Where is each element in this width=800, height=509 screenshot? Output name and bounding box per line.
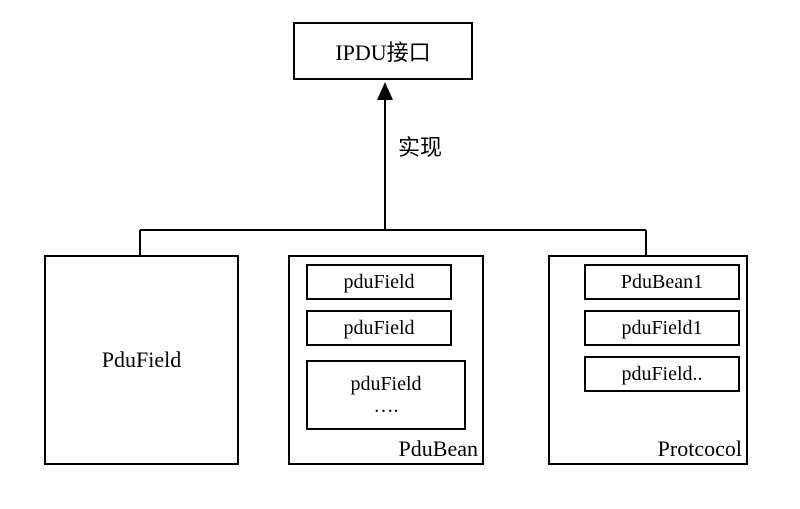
pdubean-inner-2: pduField ….	[306, 360, 466, 430]
node-ipdu-label: IPDU接口	[335, 35, 430, 67]
pdubean-inner-1-label: pduField	[343, 317, 414, 339]
pdubean-inner-0-label: pduField	[343, 271, 414, 293]
protocol-inner-2-label: pduField..	[621, 363, 702, 385]
edge-label-implement-text: 实现	[398, 135, 442, 160]
pdubean-inner-2-label: pduField ….	[350, 373, 421, 417]
protocol-inner-1: pduField1	[584, 310, 740, 346]
node-pdufield-label: PduField	[102, 347, 181, 373]
node-protocol-label: Protcocol	[548, 436, 742, 462]
pdubean-inner-1: pduField	[306, 310, 452, 346]
protocol-inner-1-label: pduField1	[621, 317, 702, 339]
pdubean-inner-0: pduField	[306, 264, 452, 300]
protocol-inner-2: pduField..	[584, 356, 740, 392]
node-pdubean-label: PduBean	[288, 436, 478, 462]
node-pdufield: PduField	[44, 255, 239, 465]
protocol-inner-0-label: PduBean1	[621, 271, 703, 293]
node-ipdu: IPDU接口	[293, 22, 473, 80]
protocol-inner-0: PduBean1	[584, 264, 740, 300]
edge-label-implement: 实现	[398, 130, 442, 162]
node-protocol-label-text: Protcocol	[658, 436, 742, 461]
diagram-canvas: IPDU接口 实现 PduField pduField pduField pdu…	[0, 0, 800, 509]
node-pdubean-label-text: PduBean	[399, 436, 478, 461]
